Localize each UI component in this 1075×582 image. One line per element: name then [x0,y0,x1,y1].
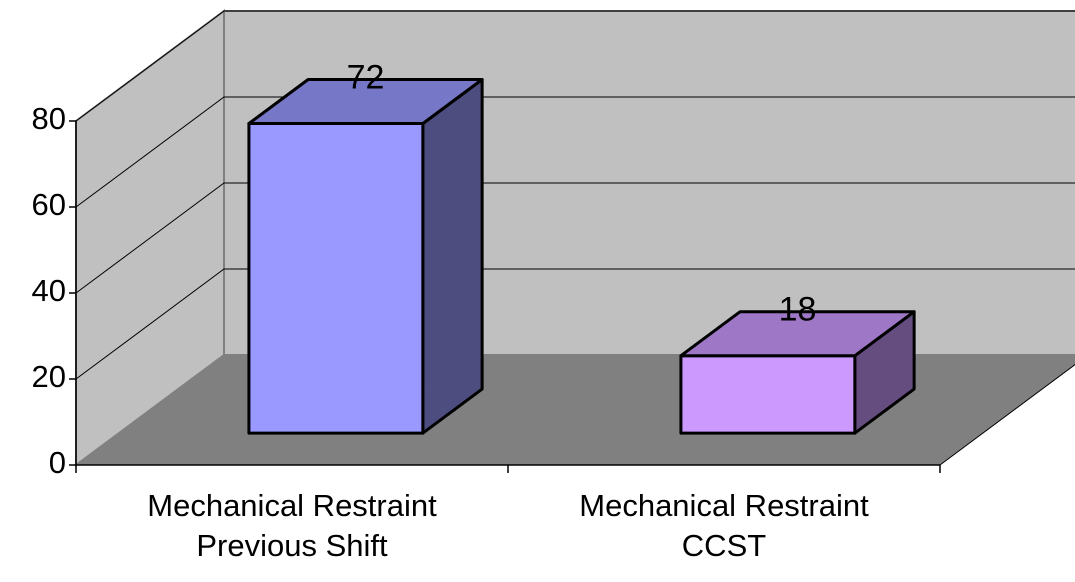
bar-top [679,310,916,358]
bar [247,78,484,435]
y-tick-label: 80 [32,101,66,136]
y-tick-label: 60 [32,187,66,222]
bar [679,310,916,435]
grid-line [75,182,1075,294]
x-tick-label: Mechanical Restraint CCST [579,488,869,563]
y-tick-label: 0 [49,445,66,480]
bar-top [247,78,484,125]
x-tick-label: Mechanical Restraint Previous Shift [147,488,437,563]
grid-line [75,10,1075,122]
value-label: 18 [779,291,817,329]
bar-front [679,354,857,435]
bar-side [421,78,484,435]
y-tick-label: 40 [32,273,66,308]
grid-line [75,268,1075,380]
bar-front [247,122,425,435]
floor-edge [939,364,1075,466]
grid-line [75,96,1075,208]
value-label: 72 [347,58,385,96]
y-tick-label: 20 [32,359,66,394]
floor [76,355,1075,465]
